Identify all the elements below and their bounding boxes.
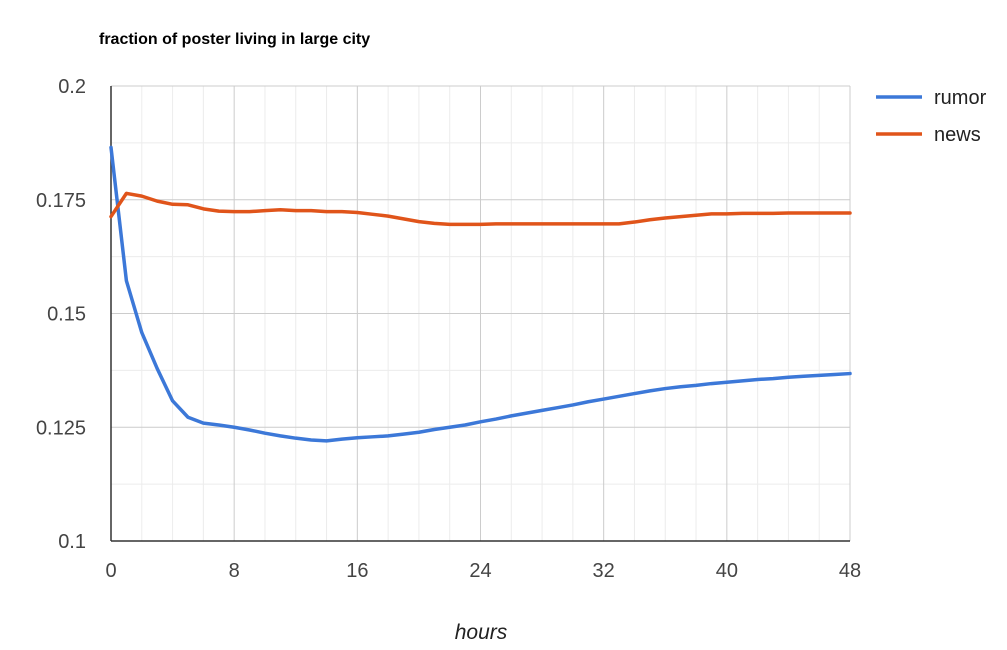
x-axis-tick-labels: 0 8 16 24 32 40 48 [105, 560, 861, 582]
x-tick-label: 24 [469, 560, 491, 582]
y-tick-label: 0.2 [58, 76, 86, 98]
x-tick-label: 16 [346, 560, 368, 582]
y-tick-label: 0.1 [58, 531, 86, 553]
y-tick-label: 0.125 [36, 417, 86, 439]
series-lines [109, 145, 852, 443]
legend-label-news: news [934, 124, 981, 146]
major-gridlines [111, 85, 851, 541]
x-tick-label: 0 [105, 560, 116, 582]
legend-label-rumor: rumor [934, 87, 987, 109]
series-line-rumor [109, 145, 852, 443]
x-axis-title: hours [455, 621, 508, 644]
y-tick-label: 0.175 [36, 190, 86, 212]
legend: rumor news [876, 87, 987, 146]
x-tick-label: 32 [593, 560, 615, 582]
series-line-news [109, 191, 852, 227]
x-tick-label: 40 [716, 560, 738, 582]
x-tick-label: 48 [839, 560, 861, 582]
y-tick-label: 0.15 [47, 304, 86, 326]
chart-title: fraction of poster living in large city [99, 31, 370, 48]
x-tick-label: 8 [229, 560, 240, 582]
y-axis-tick-labels: 0.1 0.125 0.15 0.175 0.2 [36, 76, 86, 553]
